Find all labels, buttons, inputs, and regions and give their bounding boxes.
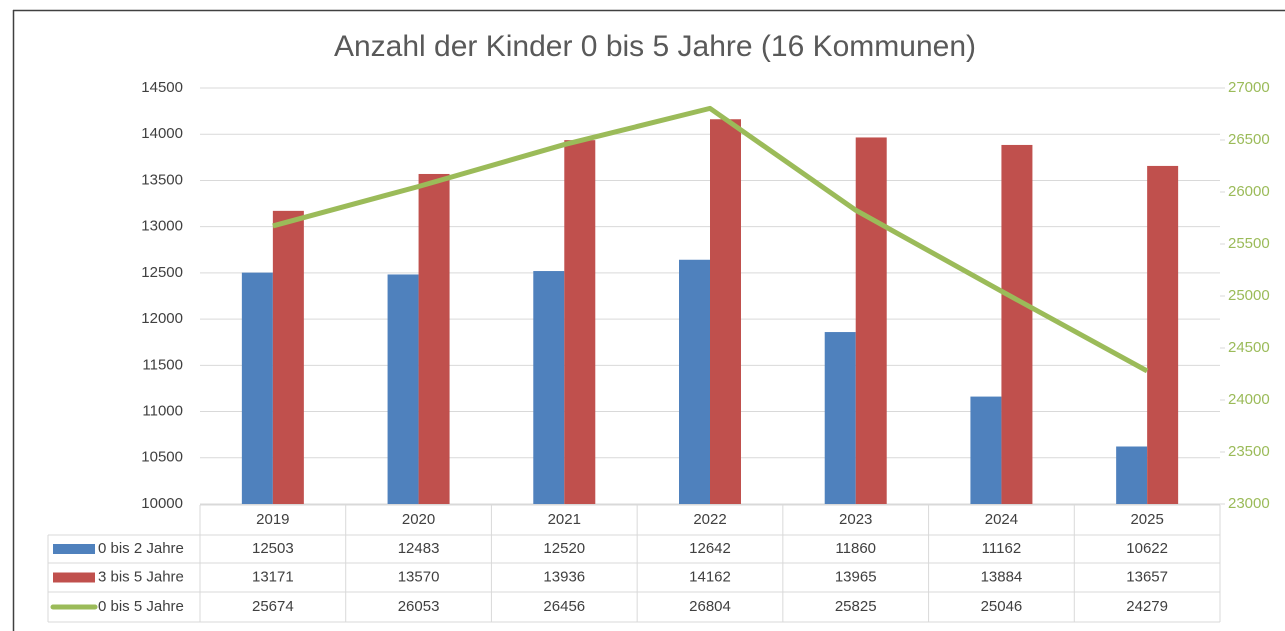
y2-tick-label: 24000 [1228, 391, 1270, 408]
x-tick-label: 2023 [839, 511, 872, 528]
x-tick-label: 2020 [402, 511, 435, 528]
x-tick-label: 2025 [1130, 511, 1163, 528]
bar [564, 140, 596, 504]
table-value: 13884 [981, 568, 1023, 585]
y2-tick-label: 24500 [1228, 339, 1270, 356]
bar [1147, 165, 1179, 504]
y-tick-label: 14000 [141, 125, 183, 142]
bar [1001, 144, 1033, 504]
table-value: 12520 [543, 540, 585, 557]
y2-tick-label: 23000 [1228, 495, 1270, 512]
table-value: 14162 [689, 568, 731, 585]
y2-tick-label: 26000 [1228, 183, 1270, 200]
bar [533, 271, 565, 504]
table-value: 13936 [543, 568, 585, 585]
y-tick-label: 13000 [141, 218, 183, 235]
y-tick-label: 13500 [141, 171, 183, 188]
bar [272, 210, 304, 504]
legend-swatch [53, 572, 95, 583]
table-value: 12642 [689, 540, 731, 557]
x-tick-label: 2019 [256, 511, 289, 528]
y-tick-label: 11000 [142, 403, 183, 420]
y-tick-label: 10500 [141, 449, 183, 466]
x-tick-label: 2024 [985, 511, 1018, 528]
table-value: 13171 [252, 568, 294, 585]
legend-label: 0 bis 5 Jahre [98, 598, 184, 615]
y2-tick-label: 26500 [1228, 131, 1270, 148]
y2-tick-label: 25500 [1228, 235, 1270, 252]
table-value: 13965 [835, 568, 877, 585]
table-value: 25825 [835, 598, 877, 615]
bar [824, 332, 856, 504]
y-tick-label: 12000 [141, 310, 183, 327]
legend-swatch [53, 544, 95, 554]
y-tick-label: 11500 [142, 356, 183, 373]
x-tick-label: 2021 [548, 511, 581, 528]
y2-tick-label: 27000 [1228, 79, 1270, 96]
table-value: 12483 [398, 540, 440, 557]
y-tick-label: 10000 [141, 495, 183, 512]
y2-tick-label: 23500 [1228, 443, 1270, 460]
legend-label: 3 bis 5 Jahre [98, 568, 184, 585]
bar [418, 173, 450, 504]
table-value: 25674 [252, 598, 294, 615]
bar [387, 274, 419, 504]
table-value: 24279 [1126, 598, 1168, 615]
table-value: 10622 [1126, 540, 1168, 557]
bar [1116, 446, 1148, 504]
bar [241, 272, 273, 504]
table-value: 13570 [398, 568, 440, 585]
y-tick-label: 14500 [141, 79, 183, 96]
chart-title: Anzahl der Kinder 0 bis 5 Jahre (16 Komm… [334, 30, 976, 63]
bar [710, 119, 741, 505]
bar [855, 137, 887, 505]
table-value: 26053 [398, 598, 440, 615]
table-value: 13657 [1126, 568, 1168, 585]
bar [679, 259, 710, 504]
x-tick-label: 2022 [693, 511, 726, 528]
legend-label: 0 bis 2 Jahre [98, 540, 184, 557]
y2-tick-label: 25000 [1228, 287, 1270, 304]
table-value: 25046 [981, 598, 1023, 615]
table-value: 26456 [543, 598, 585, 615]
table-value: 11860 [835, 540, 876, 557]
line-series [272, 105, 1149, 374]
table-value: 11162 [982, 540, 1022, 557]
table-value: 26804 [689, 598, 731, 615]
table-value: 12503 [252, 540, 294, 557]
y-tick-label: 12500 [141, 264, 183, 281]
bar [970, 396, 1002, 504]
